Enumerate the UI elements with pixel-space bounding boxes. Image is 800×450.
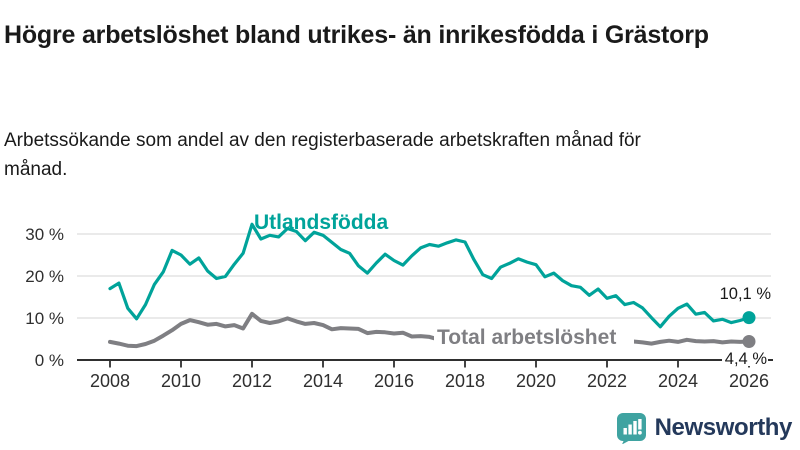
end-label-1-backing xyxy=(722,351,768,366)
newsworthy-logo: Newsworthy xyxy=(616,412,792,444)
y-axis-tick-label: 0 % xyxy=(35,351,64,370)
series-label-utlandsfodda: Utlandsfödda xyxy=(254,211,388,234)
series-label-1-backing xyxy=(434,329,634,346)
x-axis-tick-label: 2012 xyxy=(232,371,272,391)
bar-large xyxy=(632,421,637,435)
y-axis-tick-label: 10 % xyxy=(25,309,64,328)
series-line-0 xyxy=(108,222,751,329)
x-axis-ticks xyxy=(109,360,750,368)
x-axis-tick-label: 2018 xyxy=(445,371,485,391)
exclamation-bar xyxy=(637,419,642,430)
x-axis-tick-label: 2024 xyxy=(658,371,698,391)
x-axis-tick-label: 2010 xyxy=(161,371,201,391)
x-axis-tick-label: 2022 xyxy=(587,371,627,391)
series-end-dot-0 xyxy=(742,311,756,325)
end-value-label-utlandsfodda: 10,1 % xyxy=(720,285,772,303)
y-axis-labels: 0 % 10 % 20 % 30 % xyxy=(25,225,64,370)
x-axis-tick-label: 2016 xyxy=(374,371,414,391)
exclamation-dot xyxy=(637,430,642,435)
bar-small xyxy=(623,428,627,435)
x-axis-tick-label: 2026 xyxy=(729,371,769,391)
chart-subtitle: Arbetssökande som andel av den registerb… xyxy=(4,130,641,180)
series-end-dot-1 xyxy=(742,335,756,348)
x-axis-tick-label: 2008 xyxy=(90,371,130,391)
series-line-1 xyxy=(108,311,751,349)
x-axis-labels: 2008 2010 2012 2014 2016 2018 2020 2022 2024 2026 xyxy=(90,371,769,391)
logo-wordmark: Newsworthy xyxy=(654,414,793,441)
y-axis-tick-label: 20 % xyxy=(25,267,64,286)
end-value-label-total: 4,4 % xyxy=(725,350,768,368)
series-label-total-arbetsloshet: Total arbetslöshet xyxy=(437,326,616,349)
x-axis-tick-label: 2014 xyxy=(303,371,343,391)
bar-chart-speech-bubble-icon xyxy=(616,413,646,444)
x-axis-tick-label: 2020 xyxy=(516,371,556,391)
y-axis-tick-label: 30 % xyxy=(25,225,64,244)
gridlines xyxy=(77,233,771,319)
page-title: Högre arbetslöshet bland utrikes- än inr… xyxy=(4,20,709,49)
bar-medium xyxy=(628,424,632,435)
